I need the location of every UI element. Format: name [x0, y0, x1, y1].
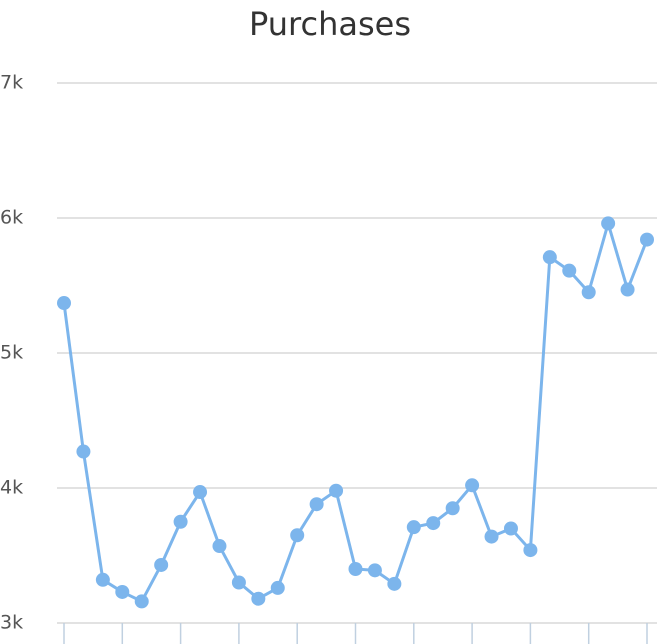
point	[193, 485, 208, 500]
line	[62, 217, 649, 604]
point	[581, 285, 596, 300]
point	[173, 514, 188, 529]
point	[445, 501, 460, 516]
point	[134, 594, 149, 609]
point	[115, 584, 130, 599]
point	[154, 557, 169, 572]
point	[465, 478, 480, 493]
y-tick-label: 5k	[0, 342, 23, 364]
point	[426, 516, 441, 531]
point	[329, 483, 344, 498]
point	[309, 497, 324, 512]
point	[95, 572, 110, 587]
y-tick-label: 7k	[0, 72, 23, 94]
point	[212, 539, 227, 554]
point	[231, 575, 246, 590]
point	[367, 563, 382, 578]
point	[523, 543, 538, 558]
chart-title: Purchases	[249, 5, 411, 43]
point	[484, 529, 499, 544]
point	[503, 521, 518, 536]
point	[348, 562, 363, 576]
point	[542, 250, 557, 265]
point	[290, 528, 305, 543]
y-tick-label: 3k	[0, 612, 23, 634]
point	[387, 576, 402, 591]
y-tick-label: 4k	[0, 477, 23, 499]
point	[640, 232, 654, 247]
y-tick-label: 6k	[0, 207, 23, 229]
point	[270, 580, 285, 595]
point	[251, 591, 266, 606]
point	[76, 444, 91, 459]
point	[562, 263, 577, 278]
point	[601, 216, 616, 231]
point	[406, 520, 421, 535]
point	[620, 282, 635, 297]
point	[57, 296, 71, 311]
